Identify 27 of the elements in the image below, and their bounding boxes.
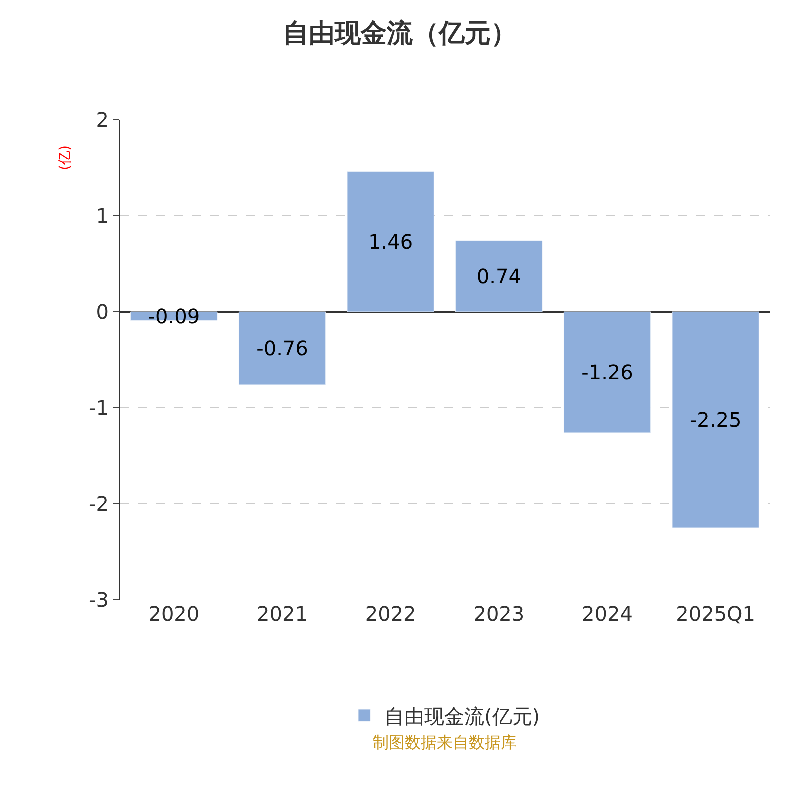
x-tick-label: 2025Q1: [676, 602, 756, 626]
data-label: 1.46: [368, 230, 414, 254]
x-tick-label: 2024: [582, 602, 633, 626]
x-tick-label: 2022: [365, 602, 416, 626]
x-tick-label: 2020: [148, 602, 200, 626]
y-tick-label: 1: [96, 204, 109, 228]
bar: [238, 312, 326, 386]
legend-label: 自由现金流(亿元): [384, 704, 540, 728]
data-label: -1.26: [582, 360, 634, 384]
y-tick-label: 0: [96, 300, 109, 324]
x-tick-label: 2021: [257, 602, 308, 626]
chart-title: 自由现金流（亿元）: [283, 19, 517, 50]
y-tick-label: -1: [89, 396, 109, 420]
bar: [456, 240, 543, 312]
data-label: -2.25: [690, 408, 742, 432]
x-tick-label: 2023: [474, 602, 525, 626]
text: 制图数据来自数据库: [373, 733, 517, 752]
data-label: -0.76: [256, 336, 308, 360]
y-tick-label: -2: [89, 492, 109, 516]
bar: [347, 172, 434, 312]
y-tick-label: 2: [96, 108, 109, 132]
y-axis-title: (亿): [58, 146, 74, 170]
data-label: 0.74: [476, 264, 522, 288]
data-label: -0.09: [148, 304, 200, 328]
y-tick-label: -3: [89, 588, 109, 612]
bar: [564, 312, 652, 434]
bar: [672, 312, 760, 528]
